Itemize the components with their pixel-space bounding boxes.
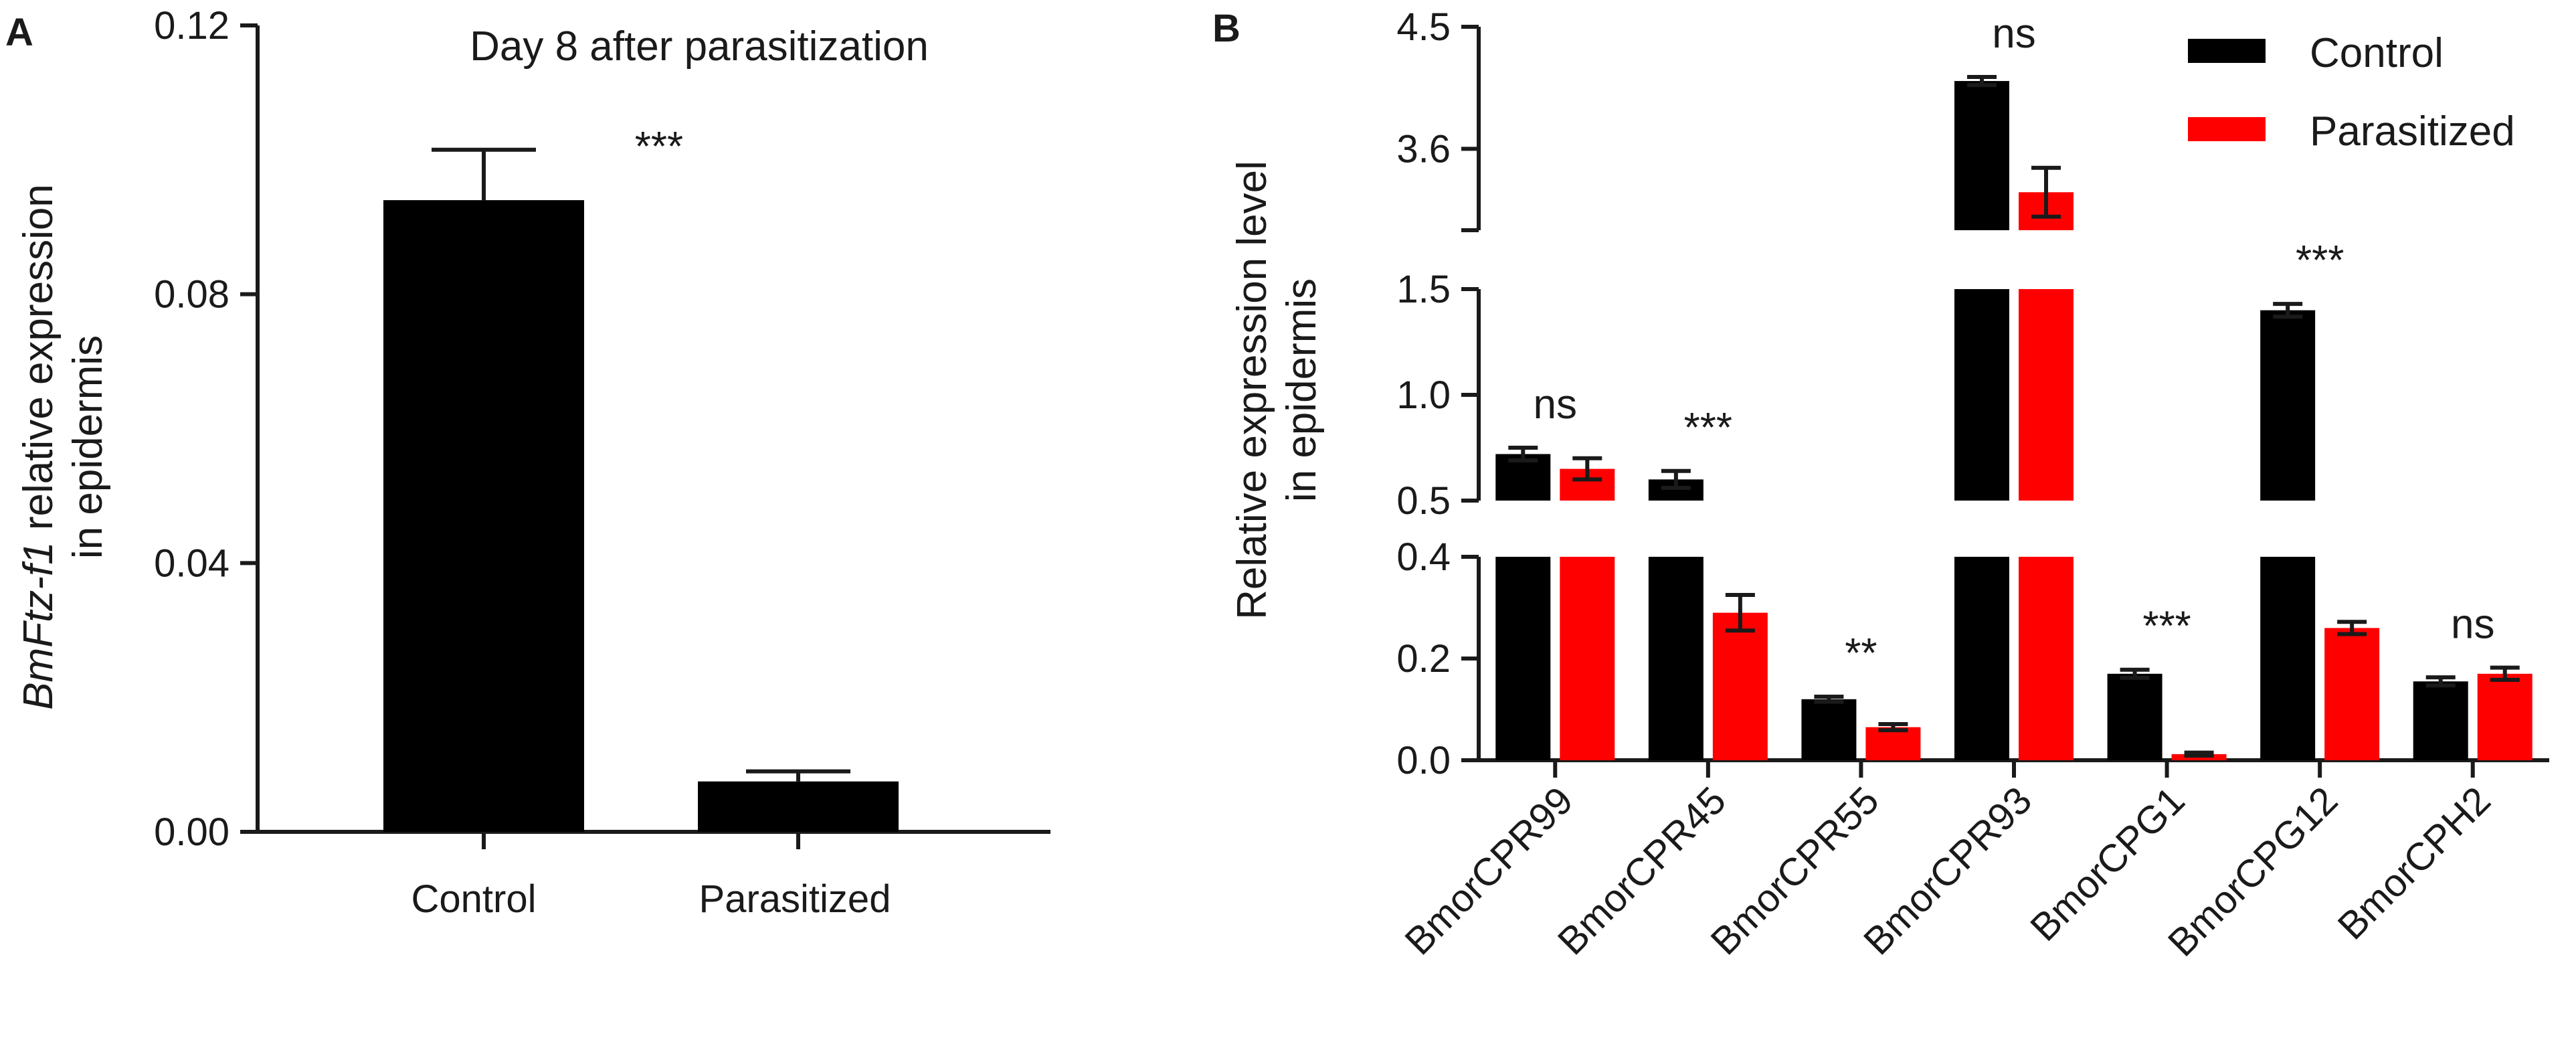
panel-b-ytick-label: 3.6 (1396, 127, 1451, 171)
panel-b-ylabel: Relative expression level (1229, 161, 1275, 620)
legend-label-parasitized: Parasitized (2310, 108, 2515, 155)
panel-b-ytick-label: 0.0 (1396, 739, 1451, 782)
panel-b-bar-bmorcpg12-parasitized (2324, 628, 2380, 760)
panel-b-significance-mark: ns (2451, 602, 2494, 648)
panel-b-significance-mark: *** (2296, 238, 2344, 284)
panel-a-xtick-label: Parasitized (699, 877, 891, 921)
panel-a-bar-parasitized (698, 781, 899, 832)
panel-b-significance-mark: ns (1992, 11, 2035, 57)
panel-b-bar-bmorcpr93-control (1954, 289, 2009, 501)
panel-b-bar-bmorcpr93-control (1954, 557, 2009, 760)
panel-b-bar-bmorcpg1-control (2107, 673, 2163, 760)
panel-b-bar-bmorcpr45-control (1648, 557, 1704, 760)
panel-b-significance-mark: ns (1534, 381, 1577, 428)
panel-a-ylabel-italic: BmFtz-f1 (15, 541, 62, 709)
panel-a-ylabel: BmFtz-f1 relative expression (15, 184, 62, 710)
panel-a-ytick-label: 0.00 (154, 810, 229, 854)
panel-b-bar-bmorcph2-control (2413, 681, 2468, 760)
panel-b-bar-bmorcpg12-control (2260, 557, 2316, 760)
panel-a-label: A (5, 11, 33, 54)
panel-b: B Relative expression level in epidermis… (1212, 5, 2549, 965)
panel-b-bar-bmorcpr99-parasitized (1560, 557, 1615, 760)
panel-a-bars (383, 147, 899, 832)
panel-b-significance-mark: ** (1845, 630, 1877, 677)
panel-a: A Day 8 after parasitization BmFtz-f1 re… (5, 4, 1050, 921)
panel-a-title: Day 8 after parasitization (470, 23, 929, 70)
panel-b-ytick-label: 1.5 (1396, 268, 1451, 311)
panel-b-bars (1495, 74, 2533, 760)
panel-b-ylabel-line2: in epidermis (1279, 278, 1325, 502)
panel-b-ytick-label: 4.5 (1396, 5, 1451, 49)
panel-b-bar-bmorcpr93-parasitized (2019, 289, 2074, 501)
legend: Control Parasitized (2188, 30, 2515, 155)
panel-b-ytick-label: 0.5 (1396, 479, 1451, 523)
panel-b-bar-bmorcpr55-control (1801, 699, 1857, 760)
panel-b-ytick-label: 1.0 (1396, 373, 1451, 417)
legend-swatch-control (2188, 39, 2266, 63)
panel-a-xtick-label: Control (411, 877, 537, 921)
panel-b-bar-bmorcpr99-control (1495, 557, 1551, 760)
panel-b-label: B (1212, 7, 1240, 50)
panel-a-ytick-label: 0.08 (154, 273, 229, 317)
panel-b-ytick-label: 0.4 (1396, 535, 1451, 579)
panel-a-significance: *** (635, 124, 683, 170)
panel-b-bar-bmorcpr55-parasitized (1865, 727, 1921, 760)
panel-b-xtick-label: BmorCPH2 (2330, 778, 2499, 948)
legend-swatch-parasitized (2188, 117, 2266, 141)
panel-b-bar-bmorcpr93-control (1954, 81, 2009, 230)
panel-a-bar-control (383, 200, 584, 832)
panel-b-significance-mark: *** (2142, 604, 2191, 650)
panel-a-ytick-label: 0.12 (154, 4, 229, 48)
panel-b-xtick-label: BmorCPG1 (2022, 778, 2193, 950)
panel-a-ylabel-line2: in epidermis (65, 335, 111, 559)
panel-b-ytick-label: 0.2 (1396, 637, 1451, 681)
panel-a-ylabel-rest: relative expression (15, 184, 62, 541)
panel-b-significance-mark: *** (1684, 405, 1732, 451)
panel-b-significance: ns*****ns******ns (1534, 11, 2495, 677)
panel-b-bar-bmorcpg12-control (2260, 310, 2316, 501)
panel-b-bar-bmorcpr93-parasitized (2019, 557, 2074, 760)
panel-b-bar-bmorcph2-parasitized (2477, 673, 2533, 760)
panel-a-ticks: 0.00 0.04 0.08 0.12 Control Parasitized (154, 4, 891, 921)
panel-a-ytick-label: 0.04 (154, 541, 229, 585)
panel-b-bar-bmorcpr45-parasitized (1712, 612, 1768, 760)
legend-label-control: Control (2310, 30, 2444, 76)
